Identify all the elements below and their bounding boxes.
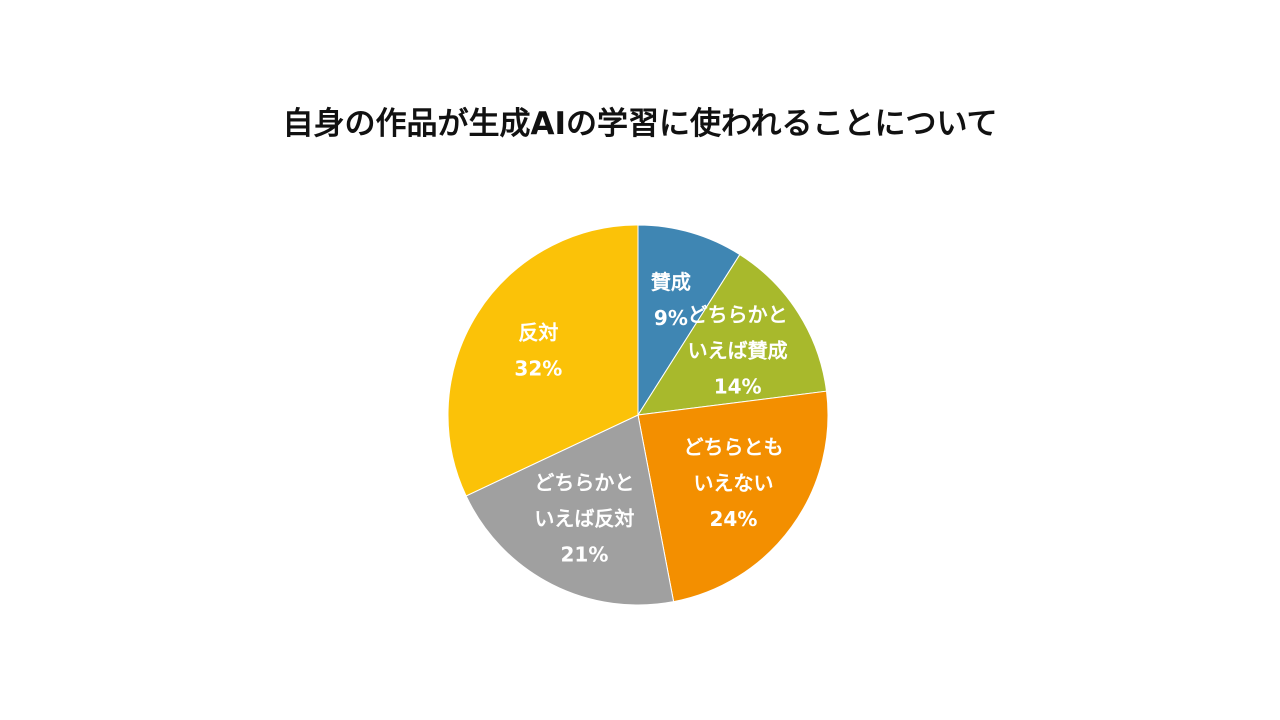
pie-slice (465, 414, 675, 606)
slice-category-label: どちらとも (683, 435, 783, 459)
slice-category-label: どちらかと (534, 471, 634, 495)
chart-title: 自身の作品が生成AIの学習に使われることについて (282, 106, 998, 142)
slice-category-label: どちらかと (688, 302, 788, 326)
pie-slice (637, 253, 828, 416)
pie-slice (637, 224, 741, 417)
slice-value-label: 32% (514, 356, 562, 380)
slice-category-label: 反対 (518, 320, 558, 344)
pie-slice (447, 224, 639, 497)
slice-value-label: 21% (560, 543, 608, 567)
slice-value-label: 14% (714, 374, 762, 398)
slice-value-label: 24% (710, 507, 758, 531)
slice-category-label: いえない (693, 471, 773, 495)
slice-category-label: いえば反対 (534, 507, 634, 531)
slice-category-label: いえば賛成 (688, 338, 788, 362)
slice-category-label: 賛成 (651, 270, 691, 294)
slice-value-label: 9% (654, 306, 688, 330)
pie-slice (637, 390, 829, 603)
